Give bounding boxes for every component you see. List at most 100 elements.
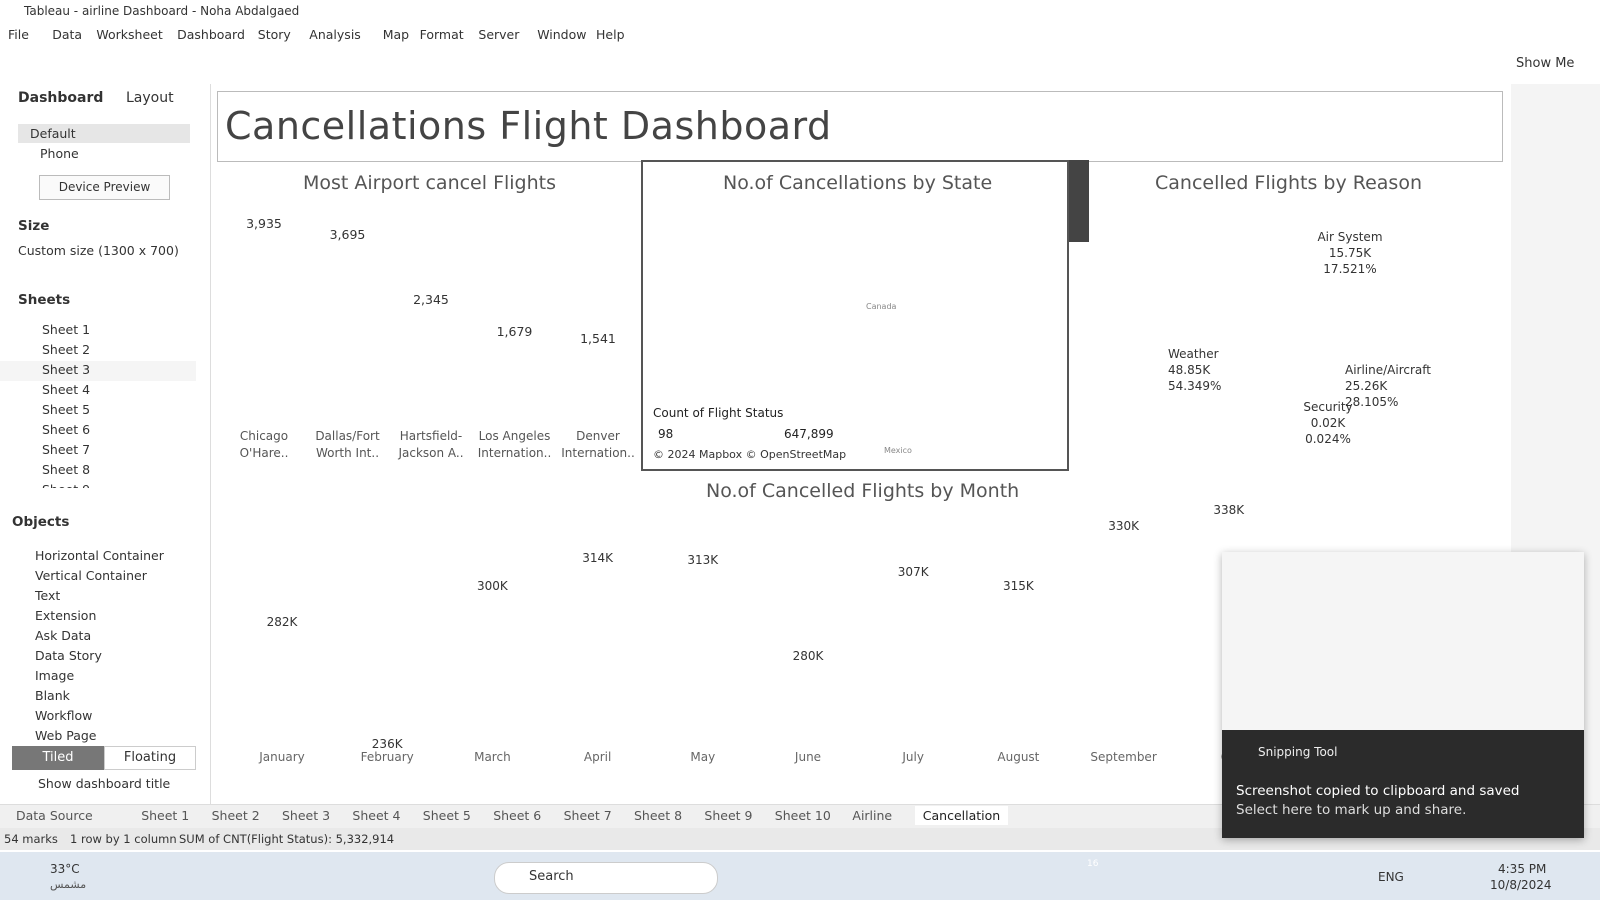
section-title: Objects [12,514,70,530]
x-tick-label: January [259,750,305,764]
menu-item[interactable]: File [8,27,29,42]
x-tick-label: June [794,750,822,764]
taskbar-time: 4:35 PM [1498,862,1547,876]
sheet-item[interactable]: Sheet 5 [42,402,91,417]
object-item[interactable]: Image [35,668,75,683]
sheet-tab[interactable]: Sheet 10 [774,808,831,823]
x-tick-label: August [997,750,1040,764]
object-item[interactable]: Workflow [35,708,93,723]
object-item[interactable]: Data Story [35,648,102,663]
taskbar-weather: مشمس [50,878,87,891]
device-option[interactable]: Default [30,126,76,141]
sheet-tab[interactable]: Sheet 2 [211,808,260,823]
chart-title: No.of Cancellations by State [723,172,993,194]
sheet-tab[interactable]: Sheet 7 [563,808,612,823]
object-item[interactable]: Extension [35,608,97,623]
device-preview-button[interactable]: Device Preview [39,175,170,200]
sheet-tab-active[interactable]: Cancellation [914,806,1009,825]
notification-subtext: Select here to mark up and share. [1236,802,1467,818]
bar-value-label: 1,679 [496,324,533,340]
checkbox-label[interactable]: Show dashboard title [38,776,171,791]
badge-count: 16 [1087,859,1099,869]
sheet-item[interactable]: Sheet 4 [42,382,91,397]
menu-item[interactable]: Format [419,27,464,42]
menu-bar [0,24,1600,46]
sheet-item[interactable]: Sheet 6 [42,422,91,437]
menu-item[interactable]: Server [478,27,520,42]
sheet-tab[interactable]: Airline [852,808,893,823]
map-controls[interactable] [1069,160,1089,242]
menu-item[interactable]: Window [537,27,587,42]
pie-value-label: 48.85K [1168,363,1211,377]
size-dropdown[interactable]: Custom size (1300 x 700) [18,243,179,258]
bar-value-label: 3,935 [246,215,282,231]
menu-item[interactable]: Map [382,27,410,42]
menu-item[interactable]: Dashboard [177,27,245,42]
x-tick-label: March [474,750,511,764]
search-box[interactable] [494,862,718,894]
notification-app: Snipping Tool [1258,745,1338,759]
menu-item[interactable]: Help [596,27,625,42]
legend-min: 98 [658,427,674,441]
line-value-label: 307K [897,565,929,579]
x-tick-label: February [360,750,414,764]
pie-percent-label: 28.105% [1345,395,1399,409]
line-value-label: 313K [687,553,719,567]
taskbar-date: 10/8/2024 [1490,878,1552,892]
status-text: SUM of CNT(Flight Status): 5,332,914 [179,832,395,846]
taskbar [0,852,1600,900]
section-title: Size [18,218,50,234]
sidebar-tab[interactable]: Layout [126,90,174,106]
menu-item[interactable]: Worksheet [96,27,163,42]
sheet-tab[interactable]: Sheet 6 [493,808,542,823]
object-item[interactable]: Horizontal Container [35,548,164,563]
bar-category-label: Hartsfield-Jackson A.. [398,429,464,460]
sheet-item[interactable]: Sheet 1 [42,322,91,337]
sheet-tab[interactable]: Sheet 9 [704,808,753,823]
object-item[interactable]: Ask Data [35,628,92,643]
object-item[interactable]: Text [35,588,61,603]
sheet-tab[interactable]: Sheet 4 [352,808,401,823]
layout-mode-floating[interactable]: Floating [104,746,196,770]
chart-title: Cancelled Flights by Reason [1155,172,1423,194]
menu-item[interactable]: Story [257,27,291,42]
status-bar [0,828,1600,850]
map-place-label: Mexico [884,446,912,455]
sheet-tab[interactable]: Data Source [16,808,93,823]
sheet-item[interactable]: Sheet 9 [42,482,90,488]
sheet-item[interactable]: Sheet 2 [42,342,91,357]
taskbar-lang: ENG [1378,870,1404,884]
sheet-item[interactable]: Sheet 3 [42,362,91,377]
object-item[interactable]: Vertical Container [35,568,147,583]
sidebar [0,84,211,804]
sheet-item[interactable]: Sheet 8 [42,462,91,477]
sidebar-tab[interactable]: Dashboard [18,90,104,106]
title-bar [0,0,1600,24]
toolbar [0,46,1600,85]
line-value-label: 330K [1108,519,1139,533]
device-selected [18,124,190,143]
sheet-tab[interactable]: Sheet 3 [282,808,331,823]
taskbar-temp: 33°C [50,862,80,876]
menu-item[interactable]: Data [52,27,83,42]
bar-category-label: Los Angeles Internation.. [477,429,552,460]
layout-mode-tiled[interactable]: Tiled [12,746,104,770]
sheet-tab[interactable]: Sheet 8 [634,808,683,823]
line-value-label: 236K [371,737,403,751]
window-title: Tableau - airline Dashboard - Noha Abdal… [24,4,300,18]
sheet-item[interactable]: Sheet 7 [42,442,91,457]
bar-category-label: Denver Internation.. [561,429,635,460]
sheet-tab[interactable]: Sheet 1 [141,808,190,823]
map-attribution: © 2024 Mapbox © OpenStreetMap [653,448,847,461]
device-option[interactable]: Phone [40,146,79,161]
pie-percent-label: 17.521% [1323,262,1377,276]
sheet-tab[interactable]: Sheet 5 [422,808,471,823]
show-me[interactable]: Show Me [1516,56,1575,71]
map-place-label: Canada [866,302,897,311]
menu-item[interactable]: Analysis [309,27,361,42]
line-value-label: 314K [582,551,613,565]
bar-category-label: Dallas/Fort Worth Int.. [315,429,380,460]
section-title: Sheets [18,292,71,308]
object-item[interactable]: Web Page [35,728,97,743]
object-item[interactable]: Blank [35,688,70,703]
